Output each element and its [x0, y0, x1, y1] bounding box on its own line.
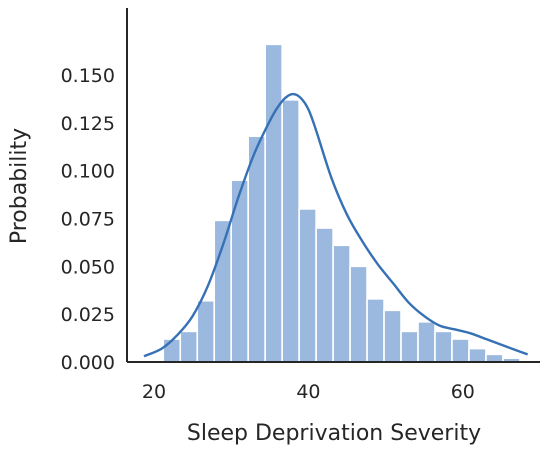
histogram-bar [281, 99, 300, 363]
histogram-bars [162, 43, 521, 363]
histogram-bar [485, 353, 504, 363]
histogram-bar [400, 330, 419, 363]
x-tick-label: 60 [451, 381, 475, 403]
histogram-bar [417, 321, 436, 363]
x-tick-label: 40 [296, 381, 320, 403]
histogram-bar [332, 244, 351, 363]
y-tick-label: 0.075 [61, 208, 115, 230]
histogram-bar [298, 208, 317, 363]
y-tick-label: 0.150 [61, 65, 115, 87]
histogram-bar [366, 298, 385, 363]
histogram-bar [383, 309, 402, 363]
x-tick-label: 20 [142, 381, 166, 403]
histogram-bar [264, 43, 283, 363]
histogram-bar [196, 299, 216, 363]
x-axis-label: Sleep Deprivation Severity [187, 421, 481, 446]
y-tick-label: 0.100 [61, 161, 115, 183]
histogram-bar [315, 227, 334, 363]
histogram-bar [179, 330, 199, 363]
y-tick-label: 0.000 [61, 352, 115, 374]
x-axis-ticks: 20 40 60 [142, 381, 475, 403]
y-tick-label: 0.025 [61, 304, 115, 326]
y-tick-label: 0.125 [61, 113, 115, 135]
histogram-bar [468, 347, 487, 363]
histogram-bar [349, 265, 368, 363]
y-tick-label: 0.050 [61, 256, 115, 278]
histogram-bar [451, 338, 470, 363]
y-axis-ticks: 0.000 0.025 0.050 0.075 0.100 0.125 0.150 [61, 65, 115, 374]
kde-curve [143, 92, 529, 358]
histogram-bar [434, 330, 453, 363]
histogram-bar [247, 135, 266, 363]
histogram-bar [213, 219, 233, 363]
histogram-bar [162, 338, 182, 363]
y-axis-label: Probability [7, 128, 32, 244]
